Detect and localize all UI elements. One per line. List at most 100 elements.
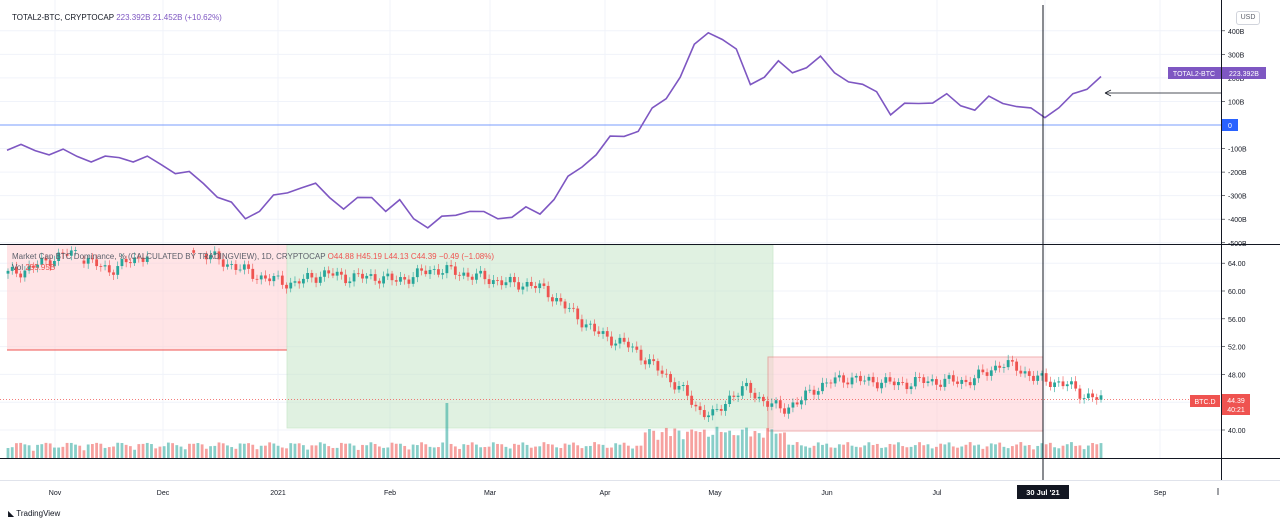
volume-bar	[778, 433, 782, 458]
candle	[943, 373, 947, 391]
candle	[909, 382, 913, 395]
volume-bar	[935, 446, 938, 458]
volume-bar	[470, 442, 474, 458]
volume-bar	[1019, 442, 1023, 458]
candle	[597, 326, 601, 337]
volume-bar	[107, 447, 111, 458]
volume-bar	[901, 446, 905, 458]
candle	[318, 271, 322, 286]
volume-bar	[399, 443, 402, 458]
volume-bar	[892, 444, 896, 458]
volume-bar	[702, 429, 706, 458]
y-tick-bottom: 40.00	[1228, 428, 1246, 435]
candle	[1082, 394, 1086, 404]
candles	[6, 246, 1103, 422]
volume-bar	[162, 446, 166, 458]
y-tick-bottom: 48.00	[1228, 372, 1246, 379]
candle	[399, 271, 402, 285]
candle	[369, 269, 373, 280]
volume-bar	[690, 429, 694, 458]
volume-bar	[829, 447, 833, 458]
volume-bar	[618, 444, 622, 458]
candle	[846, 377, 850, 389]
volume-bar	[846, 442, 850, 458]
candle	[736, 392, 740, 403]
candle	[61, 248, 65, 259]
volume-bar	[91, 444, 94, 458]
volume-bar	[698, 431, 702, 458]
y-tick-top: 300B	[1228, 52, 1245, 59]
candle	[605, 327, 609, 342]
volume-bar	[65, 442, 69, 458]
candle	[242, 260, 246, 275]
candle	[1095, 393, 1099, 405]
volume-bar	[804, 446, 807, 458]
candle	[614, 339, 618, 351]
candle	[761, 394, 765, 407]
volume-bar	[601, 444, 605, 458]
candle	[626, 337, 630, 353]
volume-bar	[1053, 447, 1056, 458]
zone-2	[286, 244, 774, 429]
candle	[559, 293, 563, 306]
candle	[622, 332, 626, 345]
volume-bar	[888, 443, 892, 458]
crosshair-date-text: 30 Jul '21	[1026, 488, 1059, 497]
candle	[863, 375, 867, 385]
volume-bar	[766, 428, 770, 458]
volume-bar	[390, 442, 394, 458]
volume-bar	[420, 442, 423, 458]
candle	[238, 264, 242, 273]
candle	[648, 354, 651, 368]
candle	[420, 264, 423, 276]
candle	[694, 401, 698, 412]
candle	[103, 260, 107, 271]
volume-bar	[428, 446, 432, 458]
candle	[65, 248, 69, 259]
legend-volume: Vol 255.95B	[12, 263, 55, 272]
candle	[686, 380, 689, 401]
volume-bar	[500, 444, 504, 458]
candle	[276, 270, 280, 280]
candle	[707, 411, 710, 422]
candle	[36, 260, 39, 273]
volume-bar	[610, 447, 613, 458]
candle	[1006, 354, 1010, 371]
volume-bar	[816, 442, 820, 458]
candle	[361, 269, 364, 283]
candle	[86, 255, 90, 269]
candle	[230, 260, 234, 270]
candle	[521, 282, 525, 295]
volume-bar	[99, 443, 103, 458]
volume-bar	[977, 444, 981, 458]
candle	[610, 331, 613, 349]
candle	[344, 269, 348, 286]
candle	[926, 376, 930, 387]
candle	[766, 396, 770, 411]
volume-bar	[880, 447, 883, 458]
candle	[213, 246, 217, 259]
volume-bar	[449, 443, 453, 458]
candle	[272, 273, 276, 287]
candle	[327, 266, 331, 279]
volume-bar	[285, 448, 288, 458]
volume-bar	[559, 447, 563, 458]
candle	[913, 371, 917, 390]
volume-bar	[580, 448, 584, 458]
candle	[1002, 363, 1006, 373]
volume-bar	[943, 444, 947, 458]
candle	[859, 371, 862, 386]
volume-bar	[496, 443, 499, 458]
volume-bar	[707, 436, 710, 458]
volume-bar	[475, 444, 478, 458]
volume-bar	[1078, 445, 1082, 458]
x-tick: Sep	[1154, 490, 1167, 497]
currency-button[interactable]: USD	[1236, 11, 1260, 25]
candle	[989, 366, 993, 381]
candle	[432, 265, 436, 275]
candle	[192, 247, 196, 259]
x-tick: Feb	[384, 490, 396, 497]
volume-bar	[989, 443, 993, 458]
volume-bar	[1070, 442, 1073, 458]
